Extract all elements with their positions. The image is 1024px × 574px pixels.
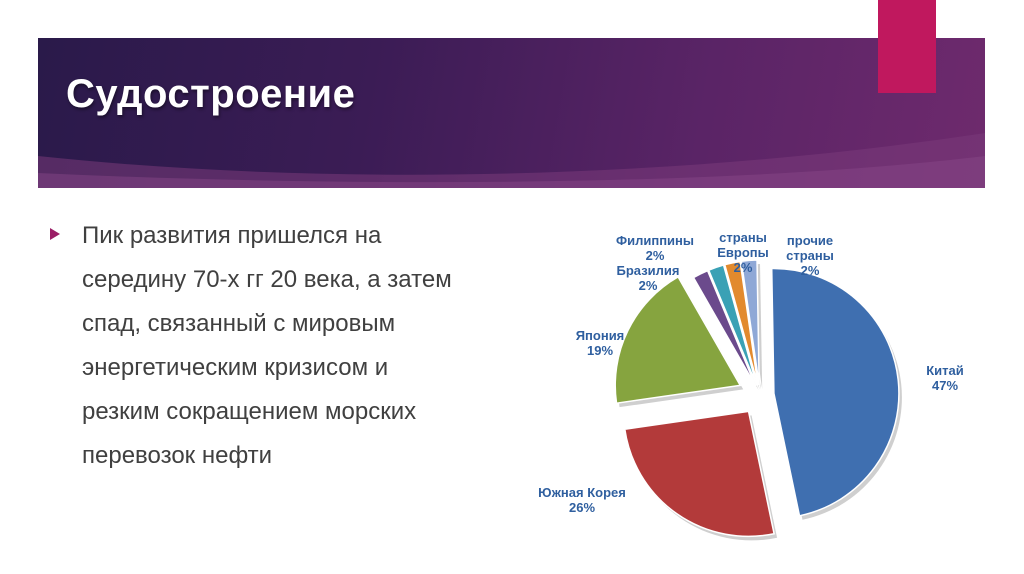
- slice-label: Китай 47%: [926, 363, 964, 393]
- pie-slice: [707, 264, 758, 386]
- pie-slice: [723, 260, 759, 386]
- title-banner: [38, 38, 985, 188]
- pie-slice: [770, 267, 900, 517]
- slide-title: Судостроение: [66, 72, 356, 116]
- pie-slice: [614, 275, 742, 405]
- accent-bar: [878, 0, 936, 93]
- bullet-arrow-icon: [50, 228, 60, 240]
- slice-label: Южная Корея 26%: [538, 485, 626, 515]
- slice-label: Филиппины 2%: [616, 233, 694, 263]
- pie-chart: Китай 47% Южная Корея 26% Япония 19% Бразилия 2…: [538, 230, 964, 541]
- bullet-text: Пик развития пришелся на середину 70-х г…: [82, 222, 452, 469]
- slice-label: Бразилия 2%: [617, 263, 680, 293]
- slice-label: прочие страны 2%: [786, 233, 834, 278]
- pie-slice: [740, 259, 760, 386]
- pie-slice: [623, 410, 775, 538]
- banner-wave-decoration: [38, 133, 985, 188]
- slice-label: страны Европы 2%: [717, 230, 769, 275]
- slice-label: Япония 19%: [576, 328, 625, 358]
- pie-slice: [692, 269, 757, 387]
